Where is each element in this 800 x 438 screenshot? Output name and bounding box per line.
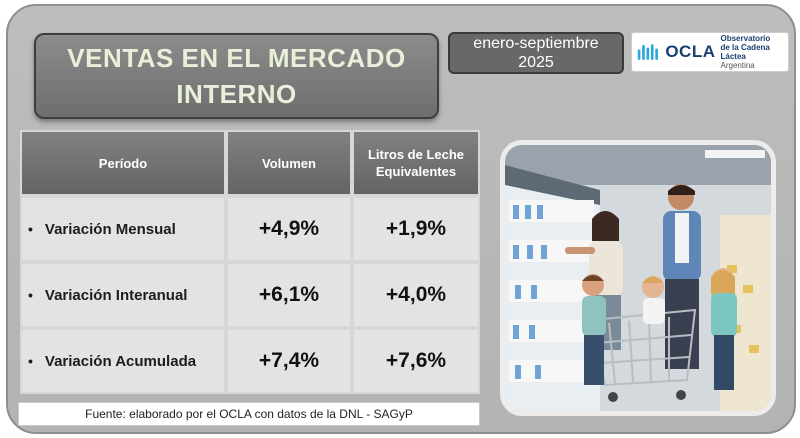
column-header-label: Volumen	[262, 155, 316, 171]
value-text: +1,9%	[385, 217, 447, 240]
column-header-label: Período	[98, 155, 148, 171]
logo-name: OCLA	[665, 42, 716, 61]
column-header-periodo: Período	[20, 130, 226, 196]
row-label-acumulada: • Variación Acumulada	[20, 328, 226, 394]
source-text: Fuente: elaborado por el OCLA con datos …	[85, 407, 413, 421]
period-label: enero-septiembre 2025	[473, 35, 599, 71]
logo-line-1: Observatorio	[720, 34, 771, 43]
bullet-icon: •	[28, 221, 33, 237]
value-litros-mensual: +1,9%	[352, 196, 480, 262]
bullet-icon: •	[28, 287, 33, 303]
bullet-icon: •	[28, 353, 33, 369]
photo-illustration	[505, 145, 771, 411]
value-text: +6,1%	[258, 283, 320, 306]
value-text: +4,9%	[258, 217, 320, 240]
column-header-label: Litros de Leche Equivalentes	[367, 147, 465, 179]
row-label-interanual: • Variación Interanual	[20, 262, 226, 328]
value-text: +4,0%	[385, 283, 447, 306]
source-note: Fuente: elaborado por el OCLA con datos …	[18, 402, 480, 426]
row-label: Variación Acumulada	[44, 352, 197, 370]
row-label: Variación Interanual	[44, 286, 188, 304]
value-text: +7,4%	[258, 349, 320, 372]
value-volumen-acumulada: +7,4%	[226, 328, 352, 394]
title-box: VENTAS EN EL MERCADO INTERNO	[34, 33, 439, 119]
ocla-logo: OCLA Observatorio de la Cadena Láctea Ar…	[631, 32, 789, 72]
logo-line-3: Argentina	[720, 61, 755, 70]
value-litros-interanual: +4,0%	[352, 262, 480, 328]
column-header-volumen: Volumen	[226, 130, 352, 196]
value-volumen-mensual: +4,9%	[226, 196, 352, 262]
page-title: VENTAS EN EL MERCADO INTERNO	[67, 43, 406, 109]
logo-line-2: de la Cadena Láctea	[720, 43, 770, 61]
ocla-logo-icon	[637, 44, 658, 60]
results-table: Período Volumen Litros de Leche Equivale…	[20, 130, 480, 394]
supermarket-family-photo	[500, 140, 776, 416]
period-badge: enero-septiembre 2025	[448, 32, 624, 74]
value-text: +7,6%	[385, 349, 447, 372]
logo-subtitle: Observatorio de la Cadena Láctea Argenti…	[721, 34, 789, 70]
value-litros-acumulada: +7,6%	[352, 328, 480, 394]
value-volumen-interanual: +6,1%	[226, 262, 352, 328]
row-label-mensual: • Variación Mensual	[20, 196, 226, 262]
row-label: Variación Mensual	[44, 220, 176, 238]
column-header-litros: Litros de Leche Equivalentes	[352, 130, 480, 196]
